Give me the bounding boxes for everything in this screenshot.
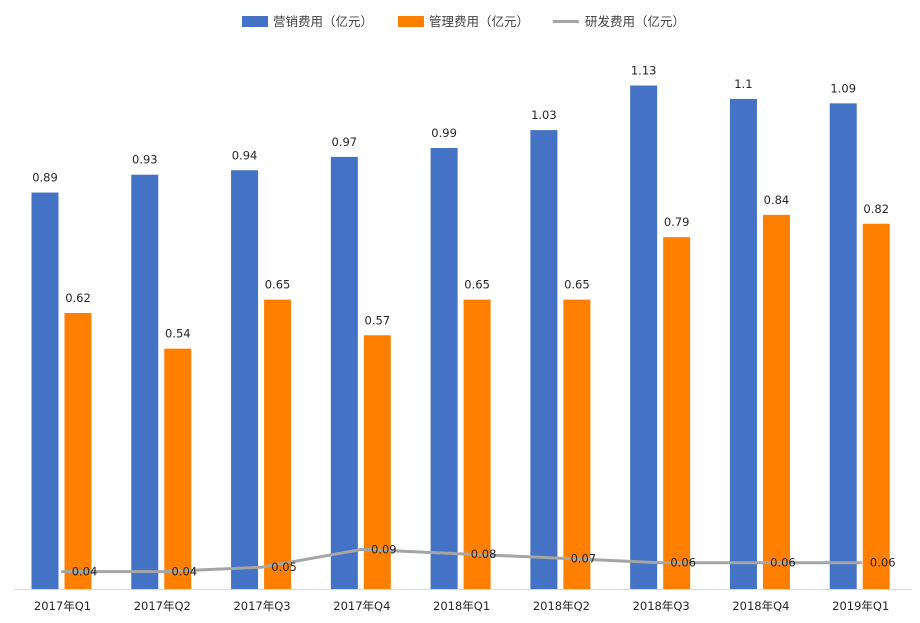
bar-marketing-6	[630, 85, 658, 590]
label-marketing-3: 0.97	[332, 135, 358, 149]
label-marketing-6: 1.13	[631, 64, 657, 78]
legend-label-rnd: 研发费用（亿元）	[585, 14, 685, 29]
bar-management-3	[363, 335, 391, 590]
label-management-8: 0.82	[863, 202, 889, 216]
bar-marketing-4	[430, 147, 458, 590]
label-management-7: 0.84	[764, 193, 790, 207]
bar-marketing-1	[131, 174, 159, 590]
label-rnd-2: 0.05	[271, 560, 297, 574]
x-tick-6: 2018年Q3	[633, 599, 690, 613]
legend-swatch-management	[398, 16, 424, 27]
bar-management-8	[862, 223, 890, 590]
label-management-0: 0.62	[65, 291, 91, 305]
label-marketing-4: 0.99	[431, 126, 457, 140]
label-marketing-1: 0.93	[132, 153, 158, 167]
legend-label-management: 管理费用（亿元）	[429, 14, 529, 29]
x-tick-5: 2018年Q2	[533, 599, 590, 613]
line-layer	[61, 547, 863, 574]
bar-management-2	[264, 299, 292, 590]
bar-management-1	[164, 348, 192, 590]
label-marketing-2: 0.94	[232, 148, 258, 162]
data-labels-layer: 0.89 0.62 0.93 0.54 0.94 0.65 0.97 0.57 0.99 0.65…	[32, 64, 895, 579]
label-management-2: 0.65	[265, 278, 291, 292]
label-rnd-6: 0.06	[670, 556, 696, 570]
label-rnd-8: 0.06	[870, 556, 896, 570]
bar-marketing-8	[829, 103, 857, 590]
label-marketing-8: 1.09	[830, 81, 856, 95]
x-tick-2: 2017年Q3	[233, 599, 290, 613]
bar-marketing-2	[231, 170, 259, 590]
x-tick-1: 2017年Q2	[134, 599, 191, 613]
label-management-3: 0.57	[365, 313, 391, 327]
legend-label-marketing: 营销费用（亿元）	[273, 14, 373, 29]
x-tick-0: 2017年Q1	[34, 599, 91, 613]
x-tick-7: 2018年Q4	[732, 599, 789, 613]
label-rnd-4: 0.08	[471, 547, 497, 561]
bar-management-0	[64, 312, 92, 590]
bar-marketing-0	[31, 192, 59, 590]
label-rnd-0: 0.04	[72, 565, 98, 579]
label-management-6: 0.79	[664, 215, 690, 229]
label-marketing-7: 1.1	[734, 77, 752, 91]
bars-layer	[31, 85, 890, 590]
bar-marketing-7	[729, 98, 757, 590]
x-tick-3: 2017年Q4	[333, 599, 390, 613]
label-rnd-1: 0.04	[171, 565, 197, 579]
bar-management-6	[663, 237, 691, 590]
label-rnd-3: 0.09	[371, 542, 397, 556]
label-management-4: 0.65	[464, 278, 490, 292]
x-tick-4: 2018年Q1	[433, 599, 490, 613]
bar-management-5	[563, 299, 591, 590]
x-tick-labels: 2017年Q1 2017年Q2 2017年Q3 2017年Q4 2018年Q1 2018年…	[34, 599, 889, 613]
bar-marketing-3	[330, 156, 358, 590]
bar-management-4	[463, 299, 491, 590]
bar-marketing-5	[530, 130, 558, 590]
label-rnd-5: 0.07	[571, 551, 597, 565]
label-marketing-0: 0.89	[32, 171, 58, 185]
x-tick-8: 2019年Q1	[832, 599, 889, 613]
label-rnd-7: 0.06	[770, 556, 796, 570]
bar-management-7	[762, 214, 790, 590]
label-marketing-5: 1.03	[531, 108, 557, 122]
legend-swatch-marketing	[242, 16, 268, 27]
legend: 营销费用（亿元） 管理费用（亿元） 研发费用（亿元）	[242, 14, 685, 29]
label-management-1: 0.54	[165, 327, 191, 341]
label-management-5: 0.65	[564, 278, 590, 292]
